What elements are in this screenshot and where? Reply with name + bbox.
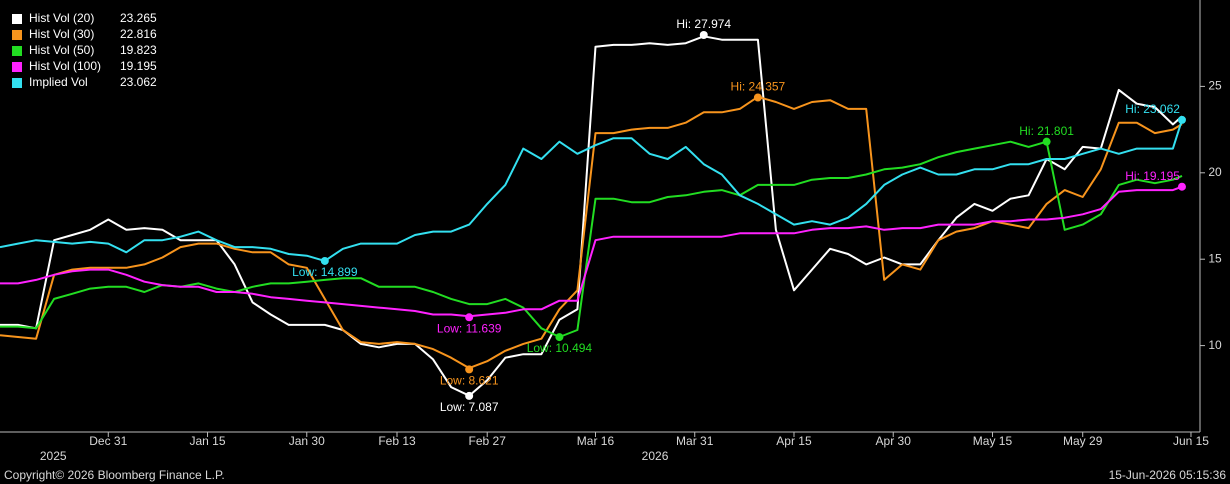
legend-swatch xyxy=(12,30,22,40)
series-line xyxy=(0,140,1183,338)
annotation-marker xyxy=(465,391,474,400)
annotation-marker xyxy=(1042,137,1051,146)
legend-label: Hist Vol (20) xyxy=(29,11,94,25)
y-tick-label: 10 xyxy=(1208,338,1222,352)
y-tick-label: 25 xyxy=(1208,79,1222,93)
legend-swatch xyxy=(12,46,22,56)
annotation-marker xyxy=(320,256,329,265)
legend-value: 19.823 xyxy=(120,43,157,57)
series-line xyxy=(0,119,1183,262)
legend-value: 23.062 xyxy=(120,75,157,89)
annotation-marker xyxy=(1177,182,1186,191)
annotation-label: Low: 10.494 xyxy=(527,341,593,355)
x-tick-label: Jan 30 xyxy=(289,434,325,448)
annotation-label: Low: 8.621 xyxy=(440,374,499,388)
series-line xyxy=(0,35,1183,397)
x-year-label: 2026 xyxy=(642,449,669,463)
legend-value: 23.265 xyxy=(120,11,157,25)
annotation-label: Hi: 27.974 xyxy=(676,17,731,31)
x-tick-label: May 15 xyxy=(973,434,1013,448)
y-tick-label: 15 xyxy=(1208,251,1222,265)
x-tick-label: Jun 15 xyxy=(1173,434,1209,448)
legend-label: Implied Vol xyxy=(29,75,88,89)
x-tick-label: Feb 13 xyxy=(378,434,416,448)
annotation-label: Hi: 23.062 xyxy=(1125,102,1180,116)
x-tick-label: Dec 31 xyxy=(89,434,127,448)
x-tick-label: Feb 27 xyxy=(469,434,507,448)
annotation-marker xyxy=(699,31,708,40)
legend-value: 22.816 xyxy=(120,27,157,41)
annotation-marker xyxy=(465,313,474,322)
x-year-label: 2025 xyxy=(40,449,67,463)
x-tick-label: Mar 31 xyxy=(676,434,714,448)
annotation-label: Low: 11.639 xyxy=(437,321,502,335)
legend-swatch xyxy=(12,14,22,24)
annotation-label: Low: 14.899 xyxy=(292,265,358,279)
x-tick-label: May 29 xyxy=(1063,434,1103,448)
legend-swatch xyxy=(12,78,22,88)
annotation-marker xyxy=(465,365,474,374)
x-tick-label: Jan 15 xyxy=(190,434,226,448)
annotation-label: Low: 7.087 xyxy=(440,400,499,414)
annotation-marker xyxy=(753,93,762,102)
x-tick-label: Mar 16 xyxy=(577,434,615,448)
timestamp: 15-Jun-2026 05:15:36 xyxy=(1109,468,1227,482)
annotation-marker xyxy=(1177,115,1186,124)
annotation-label: Hi: 24.357 xyxy=(731,80,786,94)
legend-swatch xyxy=(12,62,22,72)
annotation-label: Hi: 21.801 xyxy=(1019,124,1074,138)
x-tick-label: Apr 30 xyxy=(876,434,912,448)
legend-label: Hist Vol (100) xyxy=(29,59,101,73)
x-tick-label: Apr 15 xyxy=(776,434,812,448)
copyright: Copyright© 2026 Bloomberg Finance L.P. xyxy=(4,468,225,482)
legend-label: Hist Vol (50) xyxy=(29,43,94,57)
annotation-marker xyxy=(555,333,564,342)
annotation-label: Hi: 19.195 xyxy=(1125,169,1180,183)
legend-label: Hist Vol (30) xyxy=(29,27,94,41)
legend-value: 19.195 xyxy=(120,59,157,73)
series-line xyxy=(0,185,1183,318)
y-tick-label: 20 xyxy=(1208,165,1222,179)
